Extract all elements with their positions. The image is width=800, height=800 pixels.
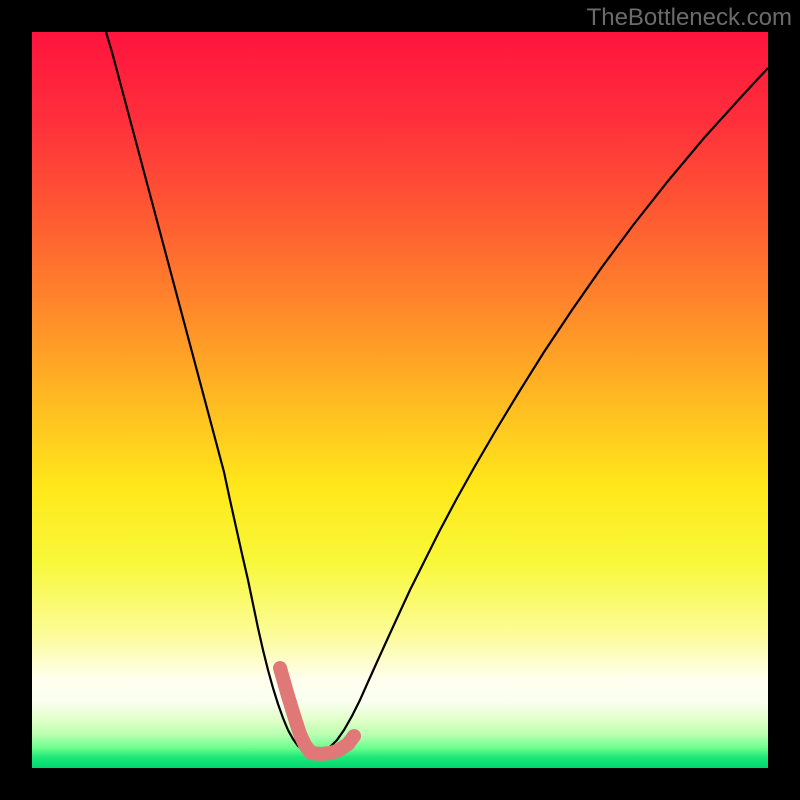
highlight-marker-left	[280, 668, 311, 753]
bottleneck-curve-left	[106, 32, 313, 754]
highlight-marker-bottom	[311, 736, 354, 754]
curve-layer	[32, 32, 768, 768]
chart-container: TheBottleneck.com	[0, 0, 800, 800]
watermark-text: TheBottleneck.com	[587, 4, 792, 32]
bottleneck-curve-right	[313, 68, 768, 754]
plot-area	[32, 32, 768, 768]
